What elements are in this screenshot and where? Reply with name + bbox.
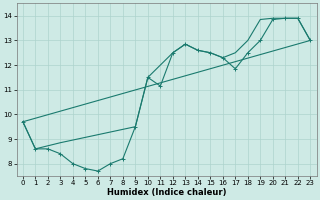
X-axis label: Humidex (Indice chaleur): Humidex (Indice chaleur) bbox=[107, 188, 226, 197]
